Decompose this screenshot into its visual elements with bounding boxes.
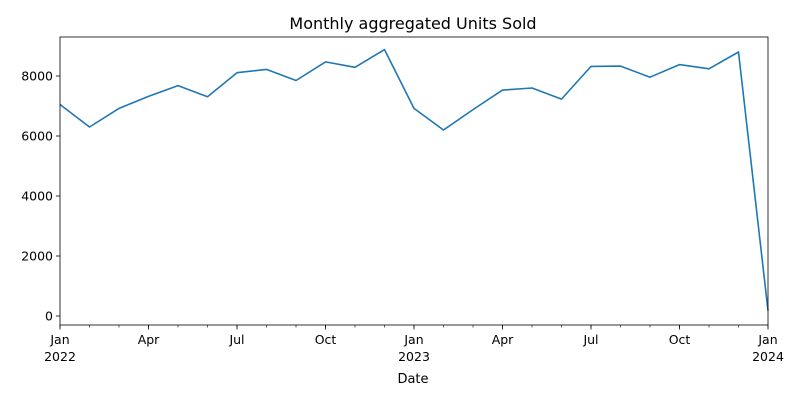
x-tick-year-label: 2023 <box>398 349 430 364</box>
x-tick-label: Apr <box>138 332 160 347</box>
x-axis: Jan 2022 Apr Jul Oct Jan 2023 Apr Jul Oct Jan 2024 <box>44 325 784 364</box>
axes-frame <box>59 36 769 326</box>
y-axis: 0 2000 4000 6000 8000 <box>21 69 60 324</box>
x-axis-label: Date <box>397 372 428 387</box>
x-tick-year-label: 2024 <box>752 349 784 364</box>
y-tick-label: 8000 <box>21 69 53 84</box>
y-tick-label: 6000 <box>21 129 53 144</box>
chart-title: Monthly aggregated Units Sold <box>289 14 536 33</box>
x-tick-label: Jan <box>49 332 69 347</box>
y-tick-label: 2000 <box>21 249 53 264</box>
x-tick-label: Jan <box>757 332 777 347</box>
y-tick-label: 4000 <box>21 189 53 204</box>
x-tick-year-label: 2022 <box>44 349 76 364</box>
x-tick-label: Jul <box>582 332 598 347</box>
x-tick-label: Oct <box>669 332 691 347</box>
x-tick-label: Apr <box>492 332 514 347</box>
x-tick-label: Oct <box>315 332 337 347</box>
y-tick-label: 0 <box>45 309 53 324</box>
series-line <box>59 48 769 311</box>
plot-area <box>59 36 769 326</box>
x-tick-label: Jan <box>403 332 423 347</box>
x-tick-label: Jul <box>228 332 244 347</box>
